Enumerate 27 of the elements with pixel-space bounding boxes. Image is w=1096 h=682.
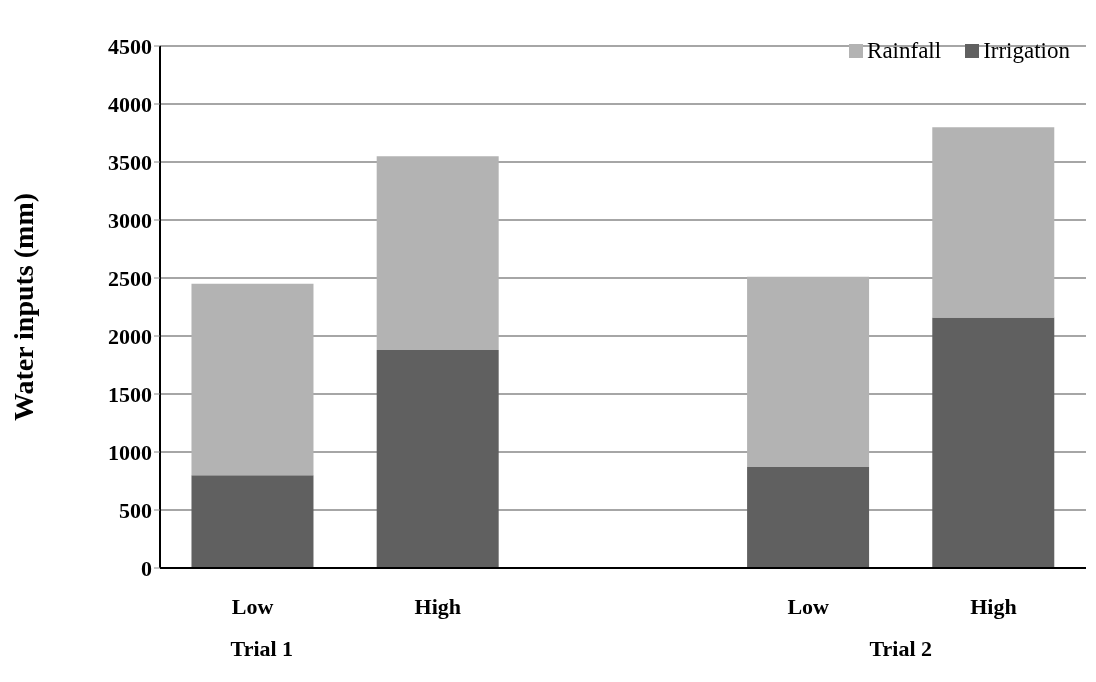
bar xyxy=(747,276,870,468)
y-axis-title: Water inputs (mm) xyxy=(7,192,39,422)
y-tick-label: 4000 xyxy=(108,91,152,117)
y-tick-label: 3500 xyxy=(108,149,152,175)
y-tick-label: 2000 xyxy=(108,323,152,349)
text: Trial 2 xyxy=(868,636,934,662)
x-tick-label: Low xyxy=(231,593,274,619)
legend-label: Rainfall xyxy=(867,38,942,64)
bar xyxy=(376,156,499,350)
y-tick-label: 500 xyxy=(119,497,152,523)
text: Trial 1 xyxy=(229,636,295,662)
bar xyxy=(191,283,314,476)
y-tick-label: 2500 xyxy=(108,265,152,291)
y-tick-label: 4500 xyxy=(108,33,152,59)
x-tick-label: High xyxy=(414,593,462,619)
bar xyxy=(376,349,499,568)
y-tick-label: 1000 xyxy=(108,439,152,465)
legend-label: Irrigation xyxy=(983,38,1070,64)
y-tick-label: 1500 xyxy=(108,381,152,407)
y-tick-label: 0 xyxy=(141,555,152,581)
y-tick-label: 3000 xyxy=(108,207,152,233)
x-tick-label: High xyxy=(970,593,1017,619)
x-tick-label: Low xyxy=(787,593,830,619)
bar xyxy=(932,127,1055,318)
bar xyxy=(191,475,314,568)
bar xyxy=(932,317,1055,568)
bar xyxy=(747,467,870,568)
